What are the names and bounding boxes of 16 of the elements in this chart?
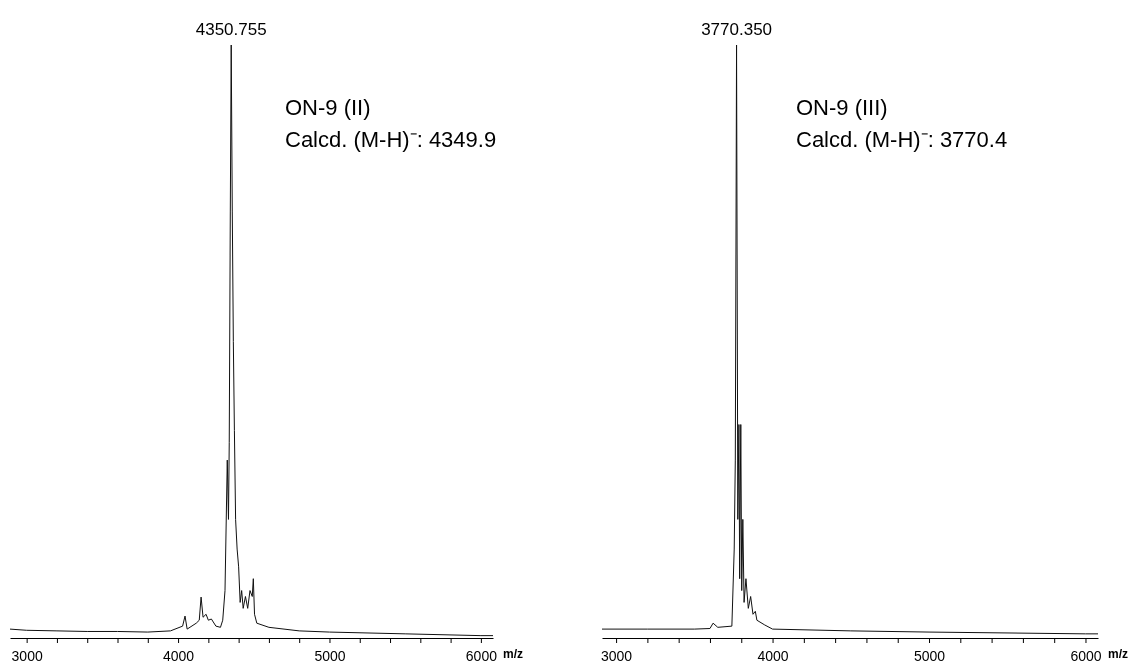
x-axis-title: m/z bbox=[503, 647, 524, 661]
x-tick-label: 3000 bbox=[11, 648, 43, 665]
x-tick-label: 3000 bbox=[601, 648, 633, 665]
annotation: Calcd. (M-H)⁻: 4349.9 bbox=[285, 127, 497, 152]
x-axis-title: m/z bbox=[1108, 647, 1129, 661]
x-tick-label: 5000 bbox=[913, 648, 946, 665]
annotation: 4350.755 bbox=[195, 20, 267, 39]
x-tick-label: 5000 bbox=[314, 648, 346, 665]
x-tick-label: 6000 bbox=[465, 648, 498, 665]
x-tick-label: 4000 bbox=[757, 648, 789, 665]
x-tick-label: 6000 bbox=[1070, 648, 1102, 665]
annotation: ON-9 (II) bbox=[285, 95, 371, 120]
annotation: ON-9 (III) bbox=[796, 95, 888, 120]
annotation: Calcd. (M-H)⁻: 3770.4 bbox=[796, 127, 1008, 152]
annotation: 3770.350 bbox=[701, 20, 773, 39]
x-tick-label: 4000 bbox=[162, 648, 195, 665]
